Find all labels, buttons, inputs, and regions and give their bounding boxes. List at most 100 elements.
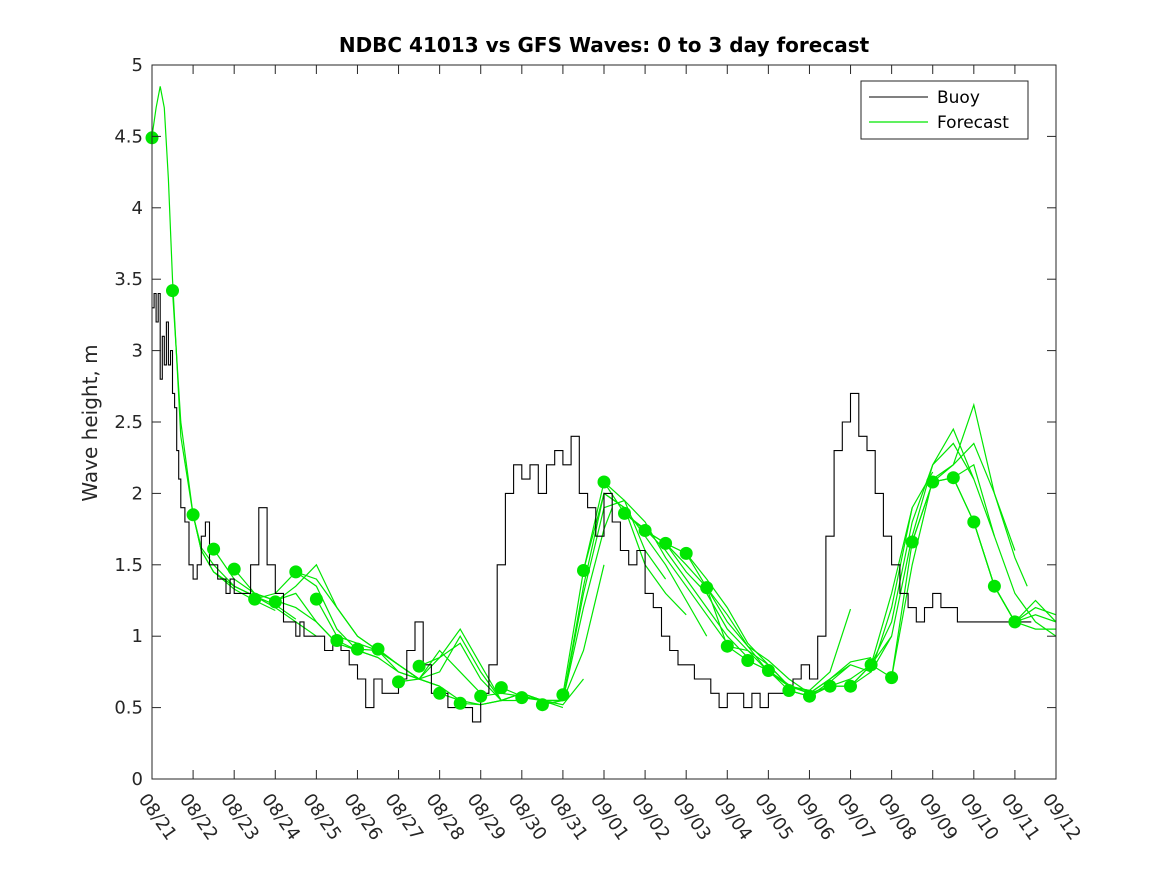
analysis-point-23 [618,506,631,520]
y-tick-label-6: 3 [132,341,143,362]
analysis-point-34 [844,679,857,693]
analysis-point-30 [761,664,775,677]
y-tick-label-9: 4.5 [114,126,143,147]
x-tick-label-22: 09/12 [1038,790,1085,845]
analysis-point-33 [823,679,837,693]
x-tick-label-0: 08/21 [134,790,181,845]
y-axis-label: Wave height, m [78,344,102,501]
analysis-point-3 [207,542,221,556]
forecast-run-line-7 [295,571,420,680]
analysis-point-25 [659,536,673,550]
legend-buoy-label: Buoy [937,88,980,108]
forecast-run-line-0 [152,86,276,612]
x-tick-label-12: 09/02 [627,790,674,845]
x-tick-label-19: 09/09 [915,790,962,845]
analysis-point-7 [289,565,303,579]
analysis-point-15 [453,696,467,710]
x-tick-label-13: 09/03 [668,790,715,845]
forecast-run-line-37 [911,463,1056,637]
x-tick-label-16: 09/06 [791,790,838,845]
forecast-run-line-40 [973,521,1056,623]
x-tick-label-17: 09/07 [832,790,879,845]
analysis-point-29 [741,654,755,667]
analysis-point-10 [351,642,364,656]
analysis-point-31 [782,684,796,697]
x-tick-label-14: 09/04 [709,790,756,845]
analysis-point-17 [494,681,508,695]
analysis-point-24 [638,524,652,537]
forecast-run-line-34 [850,427,995,687]
y-tick-label-1: 0.5 [114,698,143,719]
x-tick-label-20: 09/10 [956,790,1003,845]
x-tick-label-15: 09/05 [750,790,797,845]
analysis-point-4 [227,562,241,576]
forecast-run-line-21 [582,480,728,644]
y-tick-label-4: 2 [132,483,143,504]
analysis-point-18 [515,691,529,705]
y-tick-label-10: 5 [132,55,143,76]
analysis-point-16 [474,689,488,703]
forecast-run-line-38 [932,477,1056,630]
analysis-point-32 [803,689,816,703]
chart-title: NDBC 41013 vs GFS Waves: 0 to 3 day fore… [339,33,870,57]
analysis-point-39 [946,471,960,485]
analysis-point-21 [577,564,590,577]
x-tick-label-6: 08/27 [380,790,427,845]
analysis-point-38 [926,475,940,489]
forecast-run-line-19 [542,492,687,706]
analysis-point-13 [412,659,426,673]
y-tick-label-2: 1 [132,626,143,647]
analysis-point-42 [1008,615,1022,629]
forecast-run-line-2 [192,514,317,637]
y-tick-label-5: 2.5 [114,412,143,433]
analysis-point-22 [597,475,611,489]
forecast-run-line-41 [993,585,1056,623]
plot-area [145,86,1056,723]
analysis-point-37 [905,535,919,549]
x-tick-label-5: 08/26 [339,790,386,845]
x-tick-label-21: 09/11 [997,790,1044,845]
analysis-point-19 [535,698,549,712]
forecast-run-line-39 [952,477,1056,623]
analysis-markers [145,131,1022,712]
analysis-point-40 [967,515,981,529]
x-tick-label-18: 09/08 [874,790,921,845]
analysis-point-1 [166,284,179,298]
y-tick-label-8: 4 [132,198,143,219]
x-tick-label-3: 08/24 [257,790,304,845]
legend-forecast-label: Forecast [937,113,1009,133]
analysis-point-6 [268,595,282,609]
forecast-run-line-26 [685,553,831,694]
axes: 00.511.522.533.544.5508/2108/2208/2308/2… [114,55,1085,844]
series-layer [152,86,1056,723]
legend-box [860,80,1029,140]
analysis-point-11 [371,642,385,656]
analysis-point-28 [720,639,734,653]
y-tick-label-7: 3.5 [114,269,143,290]
buoy-series-line [152,292,1032,723]
x-tick-label-1: 08/22 [175,790,222,845]
analysis-point-41 [987,579,1001,593]
x-tick-label-7: 08/28 [422,790,469,845]
x-tick-label-8: 08/29 [463,790,510,845]
analysis-point-35 [864,658,878,672]
legend: Buoy Forecast [860,80,1029,140]
analysis-point-5 [248,592,262,606]
analysis-point-14 [433,686,447,700]
x-tick-label-4: 08/25 [298,790,345,845]
analysis-point-27 [700,581,714,595]
analysis-point-9 [330,634,344,647]
analysis-point-36 [885,671,899,685]
analysis-point-2 [186,508,200,522]
x-tick-label-11: 09/01 [586,790,633,845]
analysis-point-20 [556,688,570,702]
y-tick-label-0: 0 [132,769,143,790]
x-tick-label-10: 08/31 [545,790,592,845]
plot-frame [151,64,1057,780]
x-tick-label-2: 08/23 [216,790,263,845]
analysis-point-12 [392,675,405,689]
y-tick-label-3: 1.5 [114,555,143,576]
analysis-point-26 [679,546,693,560]
x-tick-label-9: 08/30 [504,790,551,845]
